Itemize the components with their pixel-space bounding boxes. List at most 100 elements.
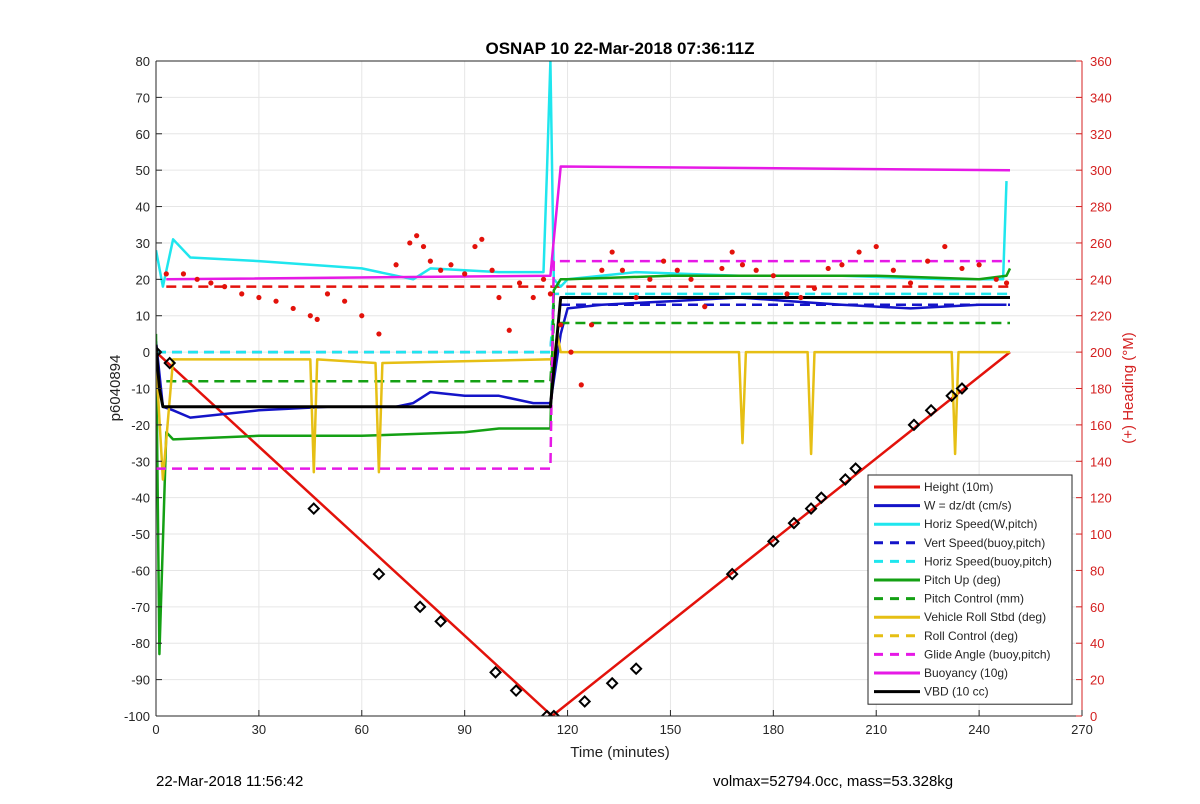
- depth-marker: [838, 473, 852, 486]
- heading-point: [462, 271, 468, 277]
- y-tick-label: 40: [136, 200, 150, 215]
- chart-title: OSNAP 10 22-Mar-2018 07:36:11Z: [485, 39, 754, 58]
- legend-label: Vert Speed(buoy,pitch): [924, 536, 1045, 550]
- x-tick-label: 240: [968, 722, 990, 737]
- depth-marker: [156, 345, 163, 359]
- heading-point: [420, 243, 427, 250]
- series-line-1: [156, 296, 1007, 419]
- heading-point: [307, 313, 313, 319]
- series-line-10: [166, 165, 1011, 281]
- y-right-tick-label: 40: [1090, 636, 1104, 651]
- y-tick-label: 30: [136, 236, 150, 251]
- heading-point: [907, 280, 914, 286]
- footer-info: volmax=52794.0cc, mass=53.328kg: [713, 773, 954, 790]
- series-layer: [156, 61, 1012, 716]
- heading-point: [506, 327, 512, 333]
- heading-point: [609, 249, 615, 255]
- legend: Height (10m) W = dz/dt (cm/s) Horiz Speed(…: [867, 474, 1073, 705]
- y-right-tick-label: 220: [1090, 309, 1112, 324]
- heading-point: [414, 233, 420, 239]
- depth-marker: [372, 567, 386, 581]
- heading-point: [540, 276, 547, 282]
- heading-point: [256, 294, 262, 301]
- heading-point: [448, 262, 454, 268]
- legend-label: Glide Angle (buoy,pitch): [924, 647, 1051, 661]
- y-axis-label: p6040894: [107, 355, 124, 422]
- heading-point: [208, 280, 214, 286]
- y-right-tick-label: 20: [1090, 673, 1104, 688]
- y-tick-label: -100: [124, 709, 150, 724]
- depth-marker: [725, 567, 739, 581]
- y-right-tick-label: 120: [1090, 491, 1112, 506]
- y-right-tick-label: 180: [1090, 382, 1112, 397]
- y-right-tick-label: 200: [1090, 345, 1112, 360]
- heading-point: [314, 316, 320, 322]
- heading-point: [547, 291, 554, 297]
- depth-marker: [629, 662, 643, 676]
- y-tick-label: -10: [131, 382, 150, 397]
- y-right-tick-label: 340: [1090, 90, 1112, 105]
- heading-point: [376, 331, 382, 337]
- y-tick-label: -90: [131, 673, 150, 688]
- heading-point: [739, 262, 746, 268]
- x-tick-label: 180: [762, 722, 784, 737]
- x-tick-label: 30: [252, 722, 266, 737]
- depth-marker: [509, 684, 523, 697]
- series-group: [156, 61, 1012, 716]
- x-tick-label: 60: [355, 722, 369, 737]
- series-line-7: [156, 332, 1010, 481]
- heading-point: [660, 258, 667, 264]
- x-tick-label: 90: [457, 722, 471, 737]
- depth-marker: [434, 614, 448, 628]
- series-line-6: [166, 321, 1010, 383]
- heading-point: [811, 285, 818, 292]
- y-tick-label: 20: [136, 272, 150, 287]
- y-right-tick-label: 160: [1090, 418, 1112, 433]
- y-right-tick-label: 360: [1090, 54, 1112, 69]
- heading-point: [873, 243, 879, 250]
- heading-point: [856, 249, 862, 255]
- heading-point: [825, 265, 831, 272]
- heading-point: [702, 304, 708, 310]
- legend-label: Height (10m): [924, 480, 993, 494]
- legend-label: VBD (10 cc): [924, 685, 989, 699]
- y-right-tick-label: 300: [1090, 163, 1112, 178]
- heading-point: [588, 322, 595, 328]
- heading-point: [427, 258, 433, 264]
- legend-label: Vehicle Roll Stbd (deg): [924, 610, 1046, 624]
- heading-point: [719, 265, 725, 272]
- y-tick-label: -30: [131, 454, 150, 469]
- heading-point: [599, 267, 605, 273]
- x-tick-label: 210: [865, 722, 887, 737]
- heading-point: [1003, 280, 1010, 286]
- y-right-tick-label: 100: [1090, 527, 1112, 542]
- y-right-tick-label: 140: [1090, 454, 1112, 469]
- depth-marker: [489, 665, 502, 679]
- heading-point: [674, 267, 680, 273]
- heading-point: [753, 267, 759, 273]
- heading-point: [496, 294, 502, 301]
- heading-point: [290, 305, 296, 312]
- heading-point: [688, 276, 694, 282]
- heading-point: [239, 291, 245, 297]
- heading-point: [633, 294, 639, 301]
- depth-marker: [605, 676, 619, 690]
- legend-label: Pitch Up (deg): [924, 573, 1001, 587]
- y-tick-label: -70: [131, 600, 150, 615]
- depth-marker: [163, 356, 177, 370]
- heading-point: [180, 271, 187, 277]
- depth-marker: [766, 534, 780, 548]
- y-tick-label: 60: [136, 127, 150, 142]
- heading-point: [647, 276, 653, 282]
- y-tick-label: 80: [136, 54, 150, 69]
- x-tick-label: 150: [660, 722, 682, 737]
- y-right-tick-label: 280: [1090, 200, 1112, 215]
- heading-point: [221, 284, 228, 290]
- depth-marker: [804, 502, 818, 515]
- heading-point: [976, 262, 982, 268]
- heading-point: [407, 240, 413, 246]
- heading-point: [479, 236, 485, 242]
- heading-point: [530, 294, 536, 301]
- heading-point: [163, 271, 169, 277]
